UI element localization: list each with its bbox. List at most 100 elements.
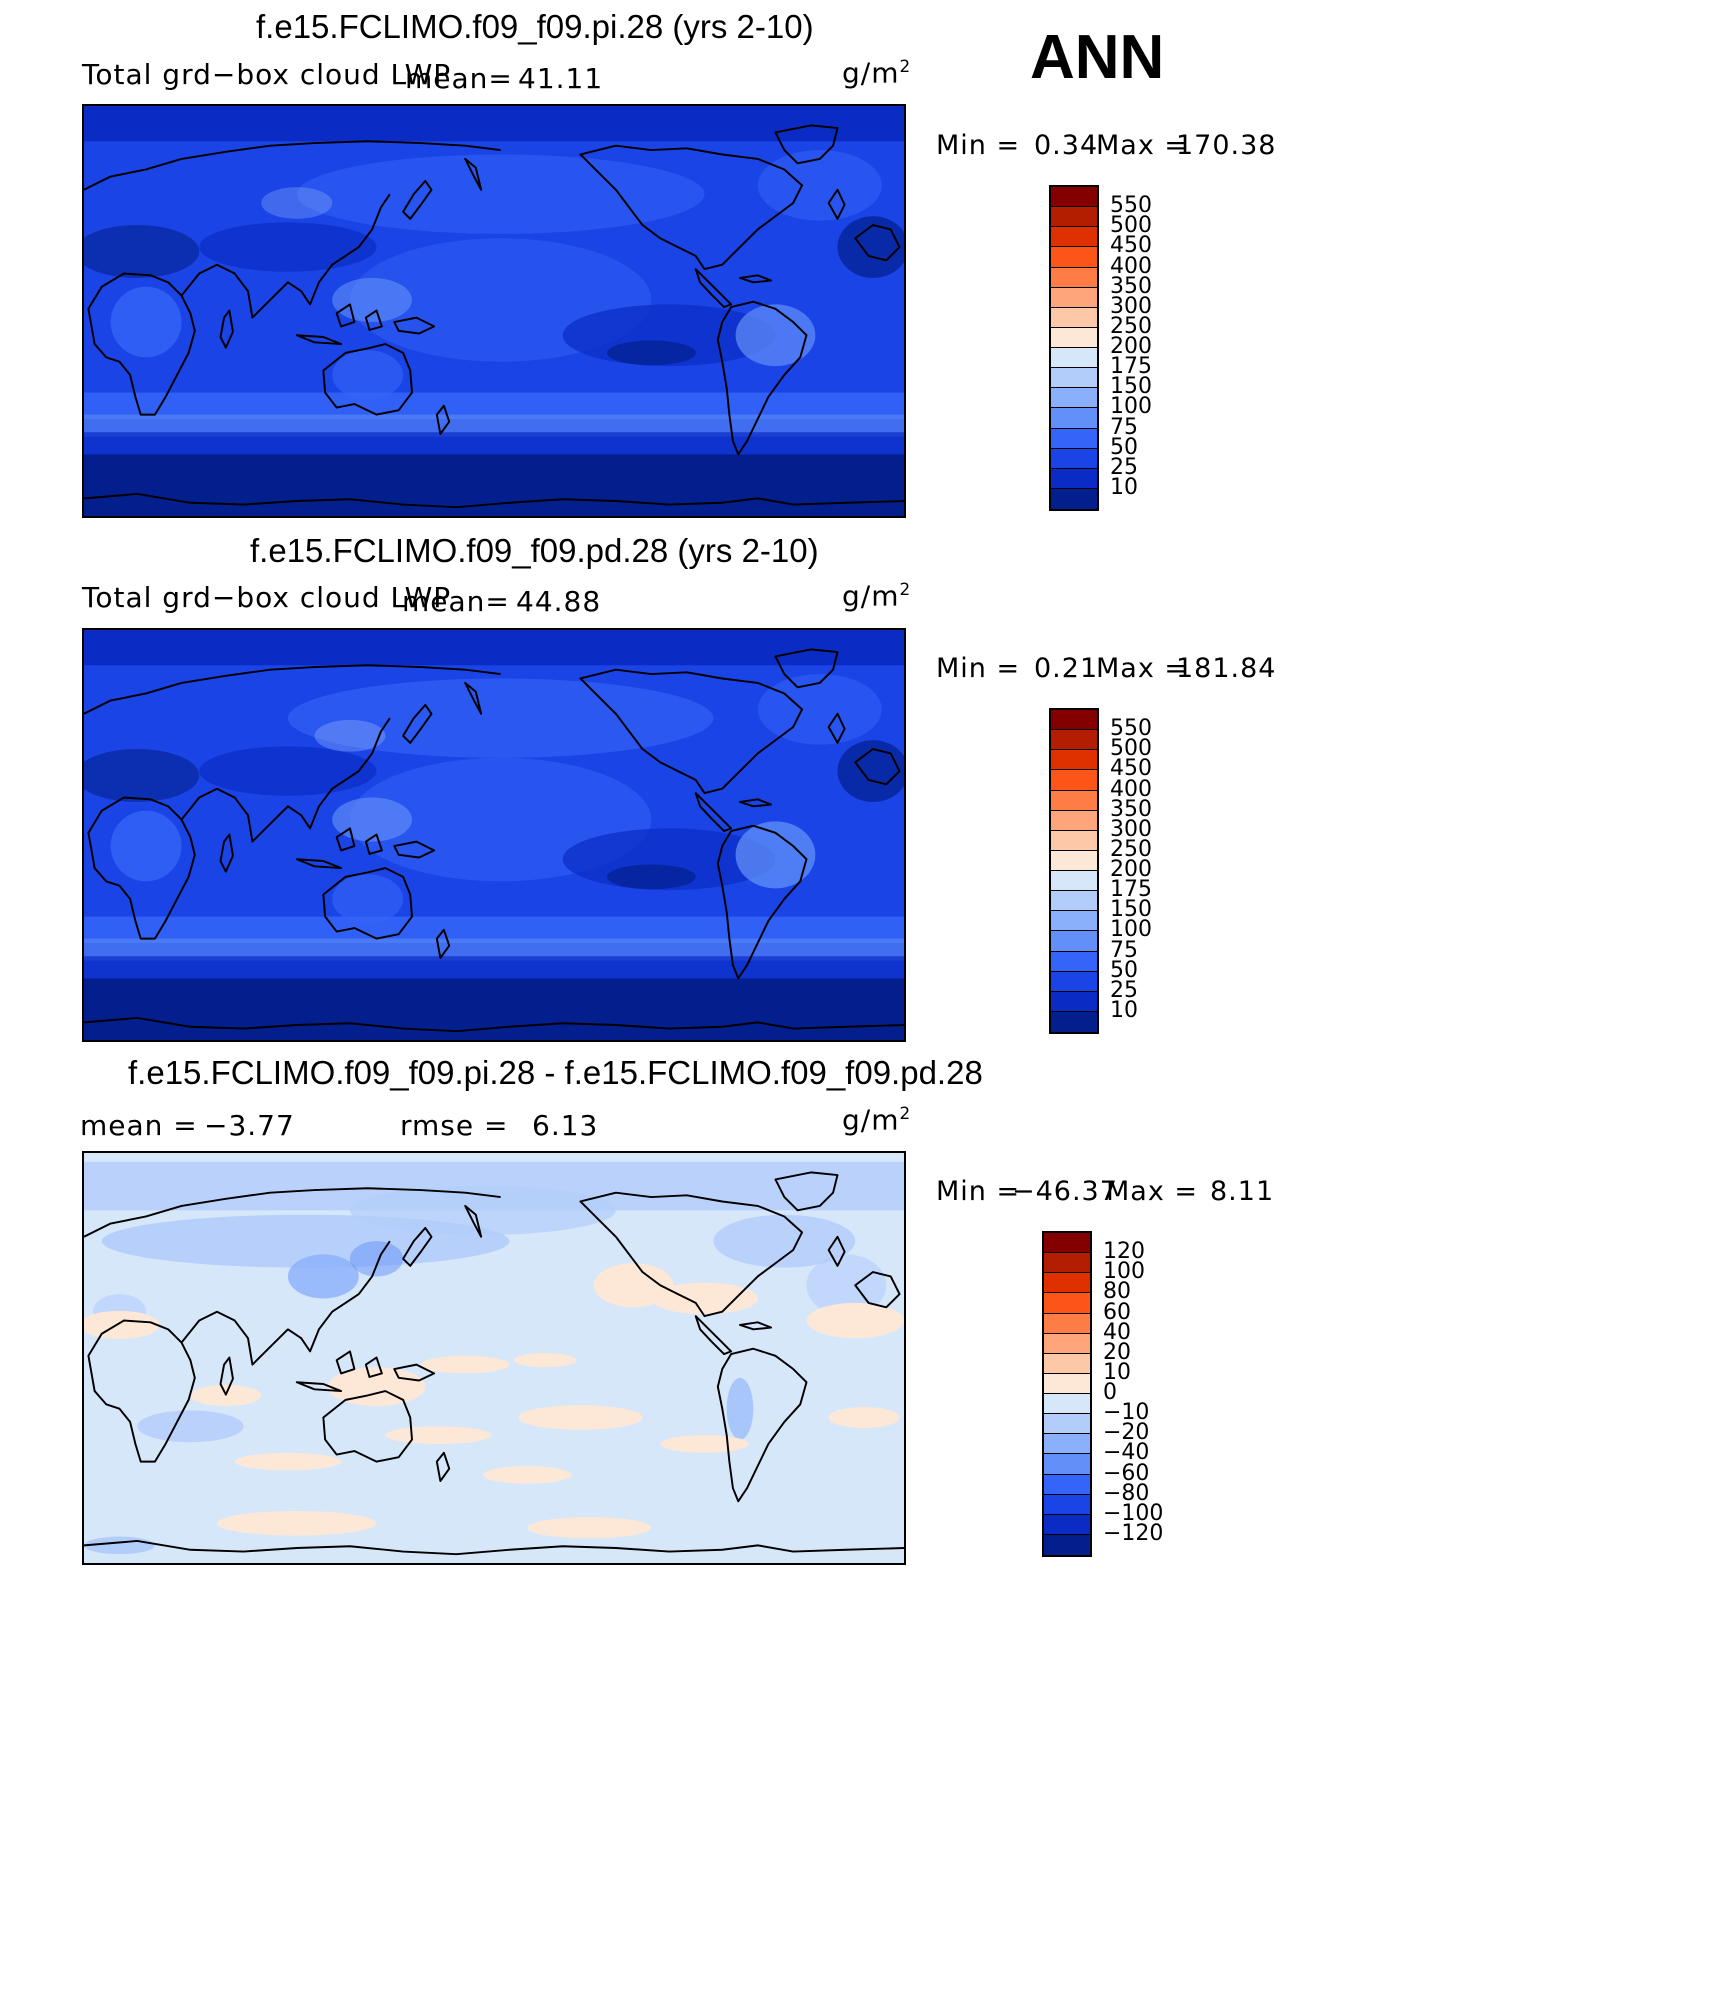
colorbar-segment: [1051, 911, 1097, 932]
colorbar-segment: [1051, 871, 1097, 892]
colorbar-segment: [1044, 1333, 1090, 1354]
colorbar-segment: [1051, 710, 1097, 731]
colorbar-level-label: −60: [1103, 1460, 1150, 1486]
panel-1-units: g/m2: [842, 56, 912, 90]
panel-1-colorbar: [1049, 185, 1099, 511]
panel-2-map: [82, 628, 906, 1042]
colorbar-segment: [1044, 1293, 1090, 1314]
colorbar-level-label: 20: [1103, 1339, 1131, 1365]
panel-3-title: f.e15.FCLIMO.f09_f09.pi.28 - f.e15.FCLIM…: [128, 1054, 983, 1091]
panel-2-mean-label: mean=: [402, 585, 510, 618]
colorbar-segment: [1051, 770, 1097, 791]
colorbar-segment: [1051, 468, 1097, 489]
panel-3-colorbar: [1042, 1231, 1092, 1557]
colorbar-level-label: −10: [1103, 1400, 1150, 1426]
colorbar-segment: [1051, 891, 1097, 912]
colorbar-segment: [1051, 327, 1097, 348]
colorbar-level-label: 100: [1103, 1259, 1145, 1285]
colorbar-level-label: 550: [1110, 193, 1152, 219]
colorbar-level-label: 25: [1110, 454, 1138, 480]
colorbar-segment: [1051, 850, 1097, 871]
panel-1-title: f.e15.FCLIMO.f09_f09.pi.28 (yrs 2-10): [256, 8, 814, 45]
colorbar-level-label: 550: [1110, 716, 1152, 742]
colorbar-level-label: 10: [1110, 474, 1138, 500]
colorbar-segment: [1051, 448, 1097, 469]
colorbar-level-label: 50: [1110, 434, 1138, 460]
colorbar-segment: [1044, 1313, 1090, 1334]
colorbar-level-label: 120: [1103, 1239, 1145, 1265]
colorbar-segment: [1044, 1394, 1090, 1415]
colorbar-level-label: 75: [1110, 937, 1138, 963]
colorbar-segment: [1051, 348, 1097, 369]
panel-3-map: [82, 1151, 906, 1565]
colorbar-segment: [1051, 1011, 1097, 1032]
colorbar-segment: [1044, 1253, 1090, 1274]
panel-3-mean-label: mean =: [80, 1109, 198, 1142]
panel-3-rmse-value: 6.13: [532, 1109, 599, 1142]
panel-2-units: g/m2: [842, 579, 912, 613]
panel-1-colorbar-labels: 550 500 450 400 350 300 250 200 175 150 100 75 50 25 1…: [1110, 185, 1170, 507]
colorbar-segment: [1051, 730, 1097, 751]
colorbar-segment: [1044, 1534, 1090, 1555]
panel-3-max-label: Max =: [1106, 1176, 1199, 1207]
colorbar-level-label: 250: [1110, 313, 1152, 339]
colorbar-segment: [1051, 810, 1097, 831]
colorbar-level-label: 350: [1110, 273, 1152, 299]
panel-3-min-label: Min =: [936, 1176, 1021, 1207]
colorbar-segment: [1044, 1494, 1090, 1515]
panel-3-min-value: −46.37: [1012, 1176, 1118, 1207]
panel-3-colorbar-labels: 120 100 80 60 40 20 10 0 −10 −20 −40 −60 −80 −100 −120: [1103, 1231, 1173, 1553]
colorbar-segment: [1051, 931, 1097, 952]
colorbar-segment: [1051, 428, 1097, 449]
colorbar-level-label: −80: [1103, 1480, 1150, 1506]
colorbar-segment: [1044, 1353, 1090, 1374]
colorbar-level-label: 80: [1103, 1279, 1131, 1305]
colorbar-segment: [1051, 187, 1097, 208]
colorbar-level-label: 300: [1110, 293, 1152, 319]
colorbar-level-label: 25: [1110, 977, 1138, 1003]
panel-1-min-value: 0.34: [1034, 130, 1099, 161]
colorbar-segment: [1051, 951, 1097, 972]
colorbar-level-label: 60: [1103, 1299, 1131, 1325]
panel-2-colorbar-labels: 550 500 450 400 350 300 250 200 175 150 100 75 50 25 1…: [1110, 708, 1170, 1030]
colorbar-level-label: 100: [1110, 394, 1152, 420]
colorbar-segment: [1044, 1373, 1090, 1394]
panel-2-min-value: 0.21: [1034, 653, 1099, 684]
colorbar-level-label: 150: [1110, 374, 1152, 400]
colorbar-segment: [1051, 971, 1097, 992]
colorbar-level-label: 300: [1110, 816, 1152, 842]
colorbar-level-label: 250: [1110, 836, 1152, 862]
colorbar-segment: [1044, 1434, 1090, 1455]
colorbar-level-label: 200: [1110, 334, 1152, 359]
panel-3-units: g/m2: [842, 1103, 912, 1137]
colorbar-level-label: 75: [1110, 414, 1138, 440]
panel-1-max-value: 170.38: [1176, 130, 1277, 161]
panel-1-min-label: Min =: [936, 130, 1021, 161]
colorbar-level-label: 175: [1110, 354, 1152, 380]
colorbar-segment: [1044, 1414, 1090, 1435]
panel-2-variable: Total grd−box cloud LWP: [82, 581, 452, 614]
colorbar-level-label: 150: [1110, 897, 1152, 923]
colorbar-segment: [1051, 388, 1097, 409]
colorbar-segment: [1051, 830, 1097, 851]
colorbar-level-label: 350: [1110, 796, 1152, 822]
panel-2-colorbar: [1049, 708, 1099, 1034]
panel-2-min-label: Min =: [936, 653, 1021, 684]
colorbar-segment: [1051, 368, 1097, 389]
panel-1-mean-label: mean=: [405, 62, 513, 95]
colorbar-segment: [1044, 1474, 1090, 1495]
colorbar-level-label: 0: [1103, 1380, 1117, 1405]
colorbar-segment: [1044, 1514, 1090, 1535]
colorbar-level-label: 10: [1110, 997, 1138, 1023]
colorbar-segment: [1051, 287, 1097, 308]
panel-1-variable: Total grd−box cloud LWP: [82, 58, 452, 91]
colorbar-level-label: 400: [1110, 776, 1152, 802]
colorbar-level-label: 400: [1110, 253, 1152, 279]
panel-1-max-label: Max =: [1096, 130, 1189, 161]
colorbar-segment: [1051, 247, 1097, 268]
colorbar-level-label: 40: [1103, 1319, 1131, 1345]
colorbar-segment: [1051, 408, 1097, 429]
colorbar-segment: [1051, 488, 1097, 509]
colorbar-level-label: 10: [1103, 1359, 1131, 1385]
colorbar-segment: [1044, 1273, 1090, 1294]
